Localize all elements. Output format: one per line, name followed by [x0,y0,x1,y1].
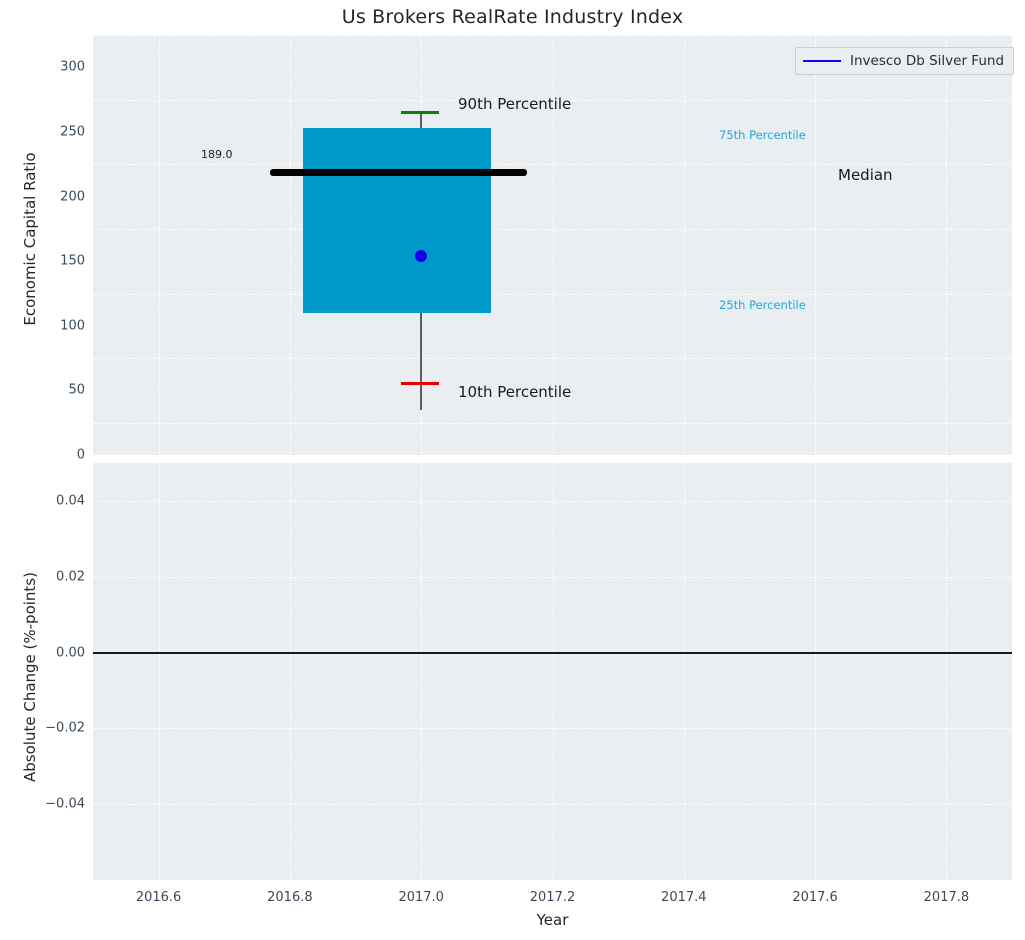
p10-cap-marker [401,381,440,385]
p90-cap-marker [401,110,440,114]
iqr-box [303,128,491,313]
xtick-2017.0: 2017.0 [398,890,444,905]
top-panel-plot-area: 90th Percentile 75th Percentile Median 2… [93,35,1012,456]
median-value-label: 189.0 [201,148,233,161]
ytick-bottom-0.02: 0.02 [56,569,85,585]
gridline-top--25 [93,455,1012,456]
gridline-x-2016.8 [289,35,291,455]
gridline-bottom-x-2017.4 [683,463,685,880]
ytick-top-100: 100 [60,318,85,334]
xtick-2017.8: 2017.8 [923,890,970,905]
bottom-panel-y-axis-label: Absolute Change (%-points) [21,572,39,782]
ytick-bottom--0.02: −0.02 [45,720,85,736]
top-panel-y-axis: 0 50 100 150 200 250 300 [0,35,85,463]
gridline-bottom-x-2017.2 [552,463,554,880]
gridline-x-2017.8 [946,35,948,455]
bottom-panel-y-axis: −0.04 −0.02 0.00 0.02 0.04 [0,463,85,880]
legend[interactable]: Invesco Db Silver Fund [795,47,1015,75]
xtick-2016.8: 2016.8 [267,890,313,905]
annotation-90th-percentile: 90th Percentile [458,95,572,113]
median-line [270,168,527,176]
annotation-median: Median [838,166,893,184]
gridline-bottom-x-2017.8 [946,463,948,880]
gridline-x-2017.4 [683,35,685,455]
x-axis-label: Year [536,911,569,929]
ytick-bottom-0.04: 0.04 [56,493,85,509]
xtick-2017.2: 2017.2 [529,890,576,905]
gridline-bottom-x-2016.8 [289,463,291,880]
annotation-25th-percentile: 25th Percentile [719,298,806,312]
ytick-bottom-0.00: 0.00 [56,645,85,660]
zero-reference-line [93,651,1012,654]
ytick-top-300: 300 [60,59,85,75]
top-panel-y-axis-label: Economic Capital Ratio [21,152,39,326]
legend-line-swatch-invesco-db-silver-fund [803,60,841,62]
bottom-panel-plot-area [93,463,1012,880]
annotation-10th-percentile: 10th Percentile [458,383,572,401]
ytick-top-150: 150 [60,253,85,269]
ytick-top-200: 200 [60,189,85,204]
xtick-2017.4: 2017.4 [661,890,707,905]
gridline-x-2016.6 [158,35,160,455]
ytick-top-250: 250 [60,124,85,140]
xtick-2016.6: 2016.6 [135,890,182,905]
gridline-x-2017.2 [552,35,554,455]
series-point-invesco-db-silver-fund[interactable] [415,250,428,263]
gridline-bottom-x-2017.0 [421,463,423,880]
chart-title: Us Brokers RealRate Industry Index [341,6,684,28]
xtick-2017.6: 2017.6 [792,890,838,905]
gridline-x-2017.6 [815,35,817,455]
ytick-bottom--0.04: −0.04 [45,796,85,812]
ytick-top-0: 0 [76,447,85,463]
ytick-top-50: 50 [68,382,85,398]
gridline-bottom-x-2016.6 [158,463,160,880]
legend-label-invesco-db-silver-fund: Invesco Db Silver Fund [850,53,1005,69]
gridline-bottom-x-2017.6 [815,463,817,880]
annotation-75th-percentile: 75th Percentile [719,128,806,142]
